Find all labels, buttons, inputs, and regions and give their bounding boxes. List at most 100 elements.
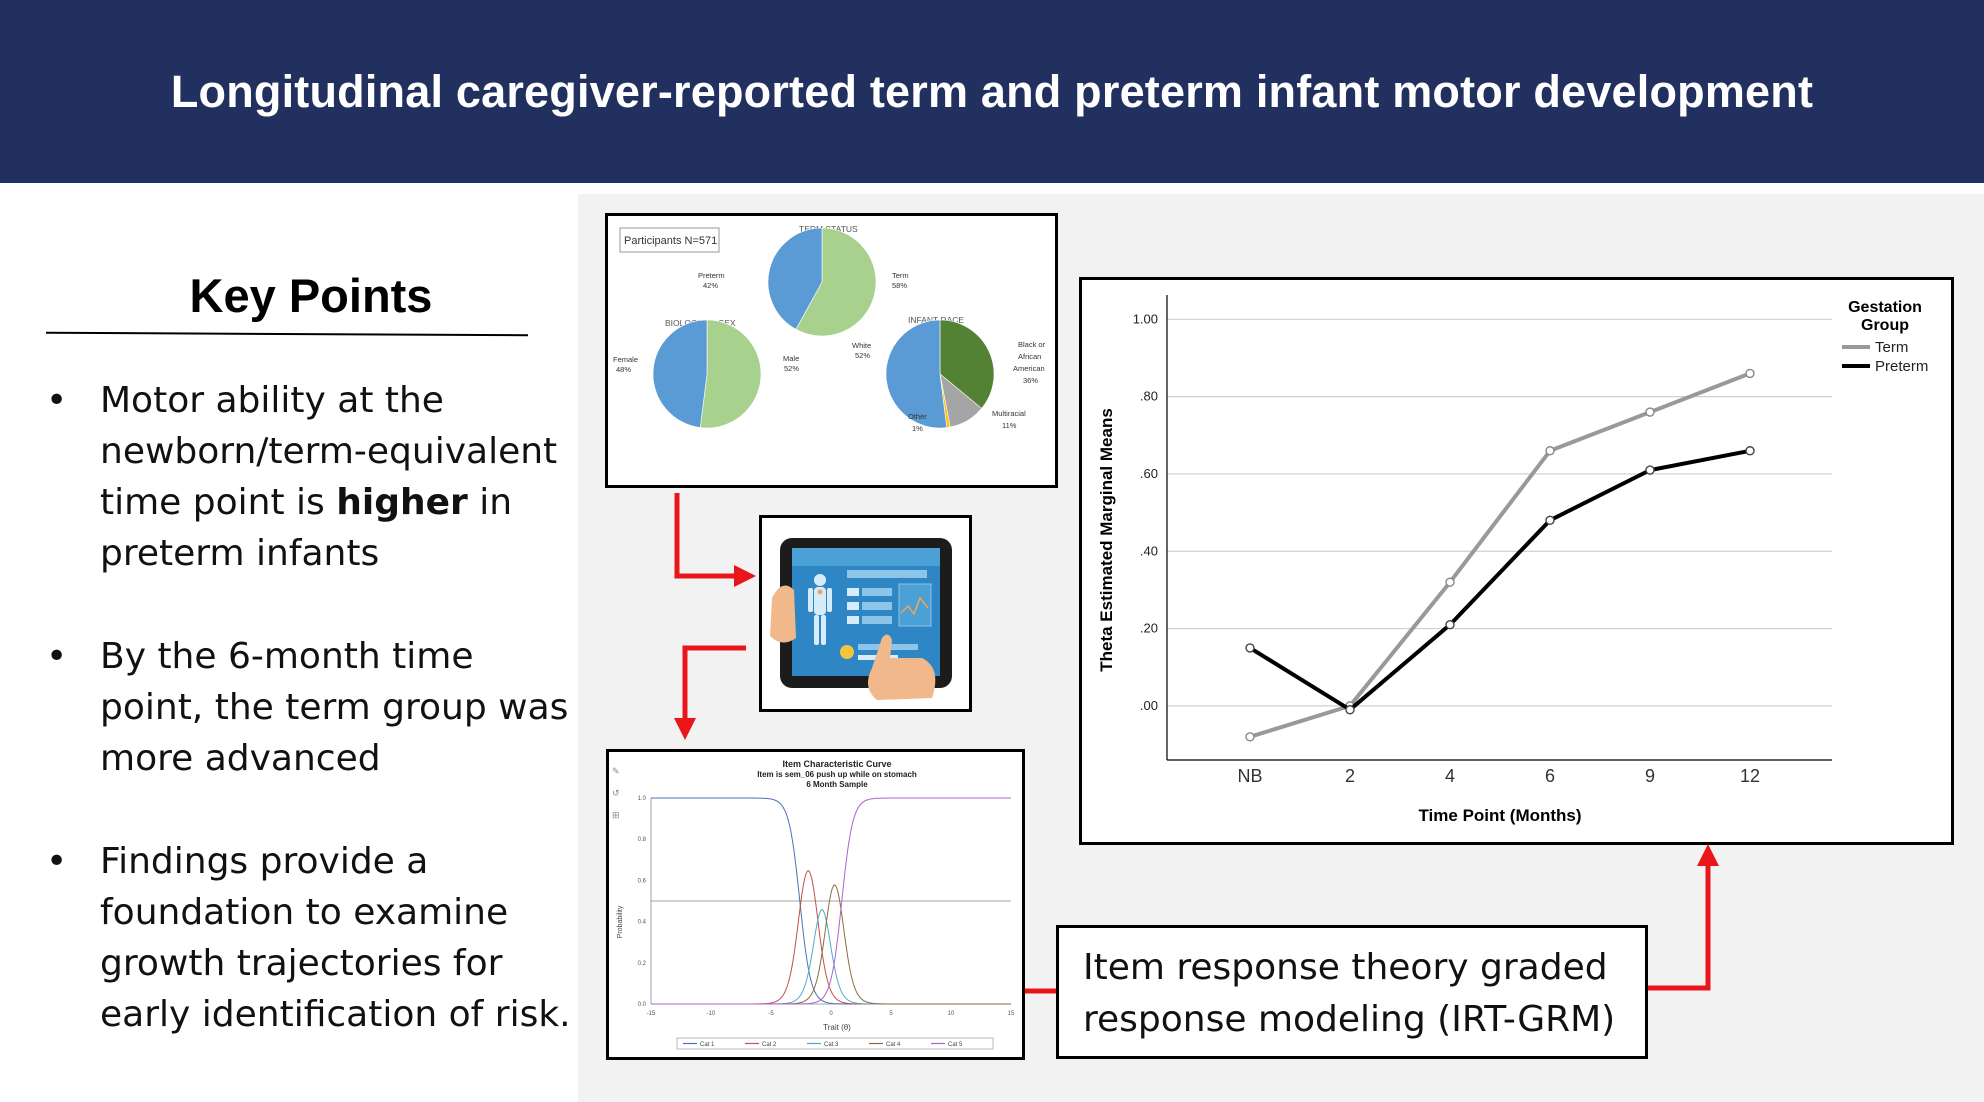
- data-point-preterm: [1445, 620, 1455, 630]
- data-point-term: [1245, 732, 1255, 742]
- icc-title: Item Characteristic Curve: [782, 759, 891, 769]
- theta-line-chart: 1.00 .80 .60 .40 .20 .00 NB 2 4 6 9 12 Theta Estima…: [1097, 295, 1928, 825]
- chart-x-label: Time Point (Months): [1418, 806, 1581, 825]
- icc-subtitle: Item is sem_06 push up while on stomach: [757, 770, 917, 779]
- male-pct: 52%: [784, 364, 799, 373]
- legend-title-line-1: Gestation: [1848, 299, 1922, 316]
- x-tick-label: 9: [1645, 766, 1655, 786]
- black-label-3: American: [1013, 364, 1045, 373]
- key-point-2-line-3: more advanced: [100, 738, 381, 779]
- black-label-1: Black or: [1018, 340, 1046, 349]
- key-point-1-emphasis: higher: [336, 482, 468, 523]
- legend-label-term: Term: [1875, 339, 1908, 356]
- multiracial-label: Multiracial: [992, 409, 1026, 418]
- male-slice: [699, 319, 762, 429]
- black-slice: [939, 319, 995, 409]
- demographics-figure: Participants N=571 TERM STATUS Preterm 4…: [605, 213, 1058, 488]
- chart-gridlines: [1167, 318, 1832, 707]
- white-label: White: [852, 341, 871, 350]
- bullet-icon: •: [46, 636, 68, 677]
- icc-y-tick: 1.0: [638, 796, 647, 802]
- icc-x-tick: 10: [948, 1011, 955, 1017]
- icc-figure: Item Characteristic Curve Item is sem_06…: [606, 749, 1025, 1060]
- icc-x-tick: 15: [1008, 1011, 1015, 1017]
- y-tick-label: .40: [1140, 543, 1158, 558]
- legend-title-line-2: Group: [1861, 317, 1909, 334]
- icc-chart: Item Characteristic Curve Item is sem_06…: [612, 759, 1015, 1050]
- data-point-term: [1745, 368, 1755, 379]
- data-point-term: [1545, 446, 1555, 456]
- x-tick-label: NB: [1237, 766, 1262, 786]
- multiracial-pct: 11%: [1002, 421, 1017, 430]
- data-point-preterm: [1345, 705, 1355, 715]
- icc-x-tick: -15: [647, 1011, 656, 1017]
- irt-grm-box: Item response theory graded response mod…: [1056, 925, 1648, 1059]
- icc-y-tick: 0.6: [638, 878, 647, 884]
- chart-y-label: Theta Estimated Marginal Means: [1097, 408, 1116, 672]
- term-pct: 58%: [892, 281, 907, 290]
- data-point-preterm: [1245, 643, 1255, 653]
- data-point-preterm: [1545, 515, 1555, 526]
- icc-toolbar: ✎ ↺ ⊞: [612, 766, 620, 820]
- icc-legend-items: Cat 1 Cat 2 Cat 3 Cat 4 Cat 5: [683, 1042, 963, 1048]
- white-slice: [885, 319, 948, 429]
- icc-x-label: Trait (θ): [823, 1023, 851, 1032]
- icc-x-tick: 0: [829, 1011, 833, 1017]
- y-tick-label: .20: [1140, 621, 1158, 636]
- icc-curves: [651, 797, 1011, 1005]
- male-label: Male: [783, 354, 799, 363]
- key-point-3-line-2: foundation to examine: [100, 892, 509, 933]
- key-point-3-line-4: early identification of risk.: [100, 994, 571, 1035]
- preterm-label: Preterm: [698, 271, 725, 280]
- icc-y-tick: 0.4: [638, 920, 647, 926]
- key-point-1-line-3b: in: [467, 482, 513, 523]
- term-status-pie: [767, 227, 877, 337]
- participants-count: Participants N=571: [624, 235, 717, 247]
- x-tick-label: 4: [1445, 766, 1455, 786]
- key-point-3-line-1: Findings provide a: [100, 841, 429, 882]
- key-point-1-line-2: newborn/term-equivalent: [100, 431, 558, 472]
- key-points-divider: [45, 331, 529, 337]
- key-point-1-line-3a: time point is: [100, 482, 337, 523]
- bullet-icon: •: [46, 380, 68, 421]
- key-point-2-line-2: point, the term group was: [100, 687, 569, 728]
- key-point-1: • Motor ability at the newborn/term-equi…: [46, 375, 566, 585]
- x-tick-label: 2: [1345, 766, 1355, 786]
- icc-axes: 1.0 0.8 0.6 0.4 0.2 0.0-15 -10 -5 0 5 10 15: [638, 796, 1015, 1017]
- black-label-2: African: [1018, 352, 1041, 361]
- key-point-1-line-1: Motor ability at the: [100, 380, 444, 421]
- key-points-title: Key Points: [189, 269, 433, 322]
- icc-curve-cat-2: [651, 870, 1011, 1005]
- x-tick-label: 12: [1740, 766, 1760, 786]
- bullet-icon: •: [46, 841, 68, 882]
- toolbar-icon: ⊞: [612, 810, 620, 820]
- data-point-term: [1445, 577, 1455, 587]
- y-tick-label: .00: [1140, 698, 1158, 713]
- preterm-slice: [767, 227, 823, 330]
- toolbar-icon: ↺: [612, 788, 620, 798]
- icc-legend-label: Cat 3: [824, 1042, 839, 1048]
- white-pct: 52%: [855, 351, 870, 360]
- demographics-svg: Participants N=571 TERM STATUS Preterm 4…: [613, 224, 1046, 433]
- data-point-preterm: [1745, 446, 1755, 456]
- chart-legend: Term Preterm: [1842, 339, 1928, 375]
- chart-axes: 1.00 .80 .60 .40 .20 .00 NB 2 4 6 9 12: [1133, 295, 1832, 786]
- icc-curve-cat-5: [651, 797, 1011, 1005]
- page-title: Longitudinal caregiver-reported term and…: [170, 65, 1814, 117]
- series-line-term: [1249, 371, 1751, 739]
- x-tick-label: 6: [1545, 766, 1555, 786]
- icc-x-tick: -10: [707, 1011, 716, 1017]
- irt-line-1: Item response theory graded: [1083, 947, 1608, 988]
- legend-label-preterm: Preterm: [1875, 358, 1928, 375]
- female-slice: [652, 319, 708, 428]
- y-tick-label: .60: [1140, 466, 1158, 481]
- key-point-3-line-3: growth trajectories for: [100, 943, 503, 984]
- chart-series: [1245, 368, 1755, 742]
- key-point-1-line-4: preterm infants: [100, 533, 380, 574]
- tablet-icon: [770, 538, 952, 700]
- icc-legend-label: Cat 1: [700, 1042, 715, 1048]
- term-slice: [795, 227, 877, 337]
- preterm-pct: 42%: [703, 281, 718, 290]
- data-point-term: [1645, 407, 1655, 417]
